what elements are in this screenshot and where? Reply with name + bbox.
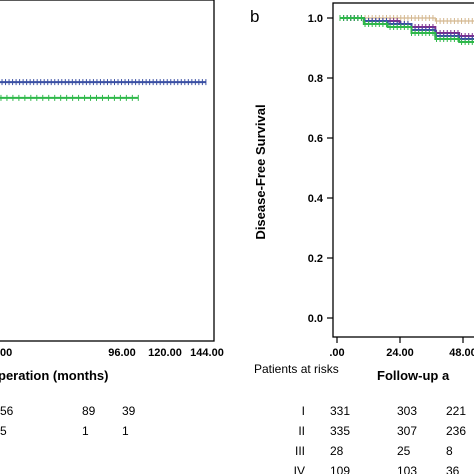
panel-b-letter: b [250, 7, 259, 26]
panel-b: b Disease-Free Survival 0.0 0.2 0.4 0.6 0.8 1… [250, 2, 474, 474]
panel-b-y-tick-label: 0.0 [308, 313, 323, 325]
panel-b-y-tick-label: 0.4 [308, 193, 324, 205]
panel-b-x-tick-label: 48.00 [449, 347, 474, 359]
panel-b-risk-cell: 236 [446, 424, 466, 438]
panel-b-y-tick-label: 0.6 [308, 133, 323, 145]
panel-b-risk-cell: 28 [330, 444, 344, 458]
panel-a-x-tick-label: 00 [0, 347, 12, 359]
panel-a-x-tick-label: 120.00 [148, 347, 182, 359]
panel-b-risk-cell: 36 [446, 464, 460, 474]
panel-a-series-group [0, 79, 207, 101]
panel-b-x-tick-label: 24.00 [386, 347, 414, 359]
panel-b-risk-cell: 109 [330, 464, 350, 474]
panel-b-risk-table: I 331 303 221 II 335 307 236 III 28 25 8 IV 109 103 36 [294, 404, 467, 474]
panel-a-risk-table: 56 89 39 5 1 1 [0, 404, 136, 438]
panel-a-risk-cell: 56 [0, 404, 14, 418]
panel-a-x-tick-label: 144.00 [190, 347, 224, 359]
panel-a-risk-cell: 1 [82, 424, 89, 438]
panel-b-risk-title: Patients at risks [254, 362, 339, 376]
panel-a-x-tick-label: 96.00 [108, 347, 136, 359]
panel-b-y-tick-label: 0.2 [308, 253, 323, 265]
panel-b-x-tick-label: .00 [329, 347, 344, 359]
panel-a-x-axis-label: peration (months) [0, 368, 109, 383]
panel-b-risk-row-label: I [302, 404, 305, 418]
panel-b-y-ticks: 0.0 0.2 0.4 0.6 0.8 1.0 [308, 13, 333, 325]
panel-b-risk-cell: 103 [397, 464, 417, 474]
panel-b-risk-cell: 221 [446, 404, 466, 418]
panel-a: 00 96.00 120.00 144.00 peration (months) 56… [0, 0, 224, 438]
panel-b-x-ticks: .00 24.00 48.00 [329, 337, 474, 359]
panel-b-risk-row-label: III [295, 444, 305, 458]
panel-b-risk-cell: 331 [330, 404, 350, 418]
panel-b-risk-cell: 307 [397, 424, 417, 438]
panel-b-risk-cell: 335 [330, 424, 350, 438]
panel-b-series-group [339, 15, 474, 45]
panel-a-risk-cell: 89 [82, 404, 96, 418]
panel-b-risk-cell: 8 [446, 444, 453, 458]
panel-a-risk-cell: 5 [0, 424, 7, 438]
panel-b-y-tick-label: 1.0 [308, 13, 323, 25]
panel-b-x-axis-label: Follow-up a [377, 368, 450, 383]
panel-b-risk-row-label: II [298, 424, 305, 438]
panel-b-y-axis-label: Disease-Free Survival [253, 104, 268, 239]
panel-b-risk-cell: 303 [397, 404, 417, 418]
panel-a-x-ticks: 00 96.00 120.00 144.00 [0, 347, 224, 359]
panel-b-risk-cell: 25 [397, 444, 411, 458]
panel-b-risk-row-label: IV [294, 464, 305, 474]
panel-a-risk-cell: 39 [122, 404, 136, 418]
panel-a-risk-cell: 1 [122, 424, 129, 438]
panel-b-plot-area [332, 2, 474, 338]
panel-a-plot-area [0, 0, 215, 342]
panel-b-y-tick-label: 0.8 [308, 73, 323, 85]
